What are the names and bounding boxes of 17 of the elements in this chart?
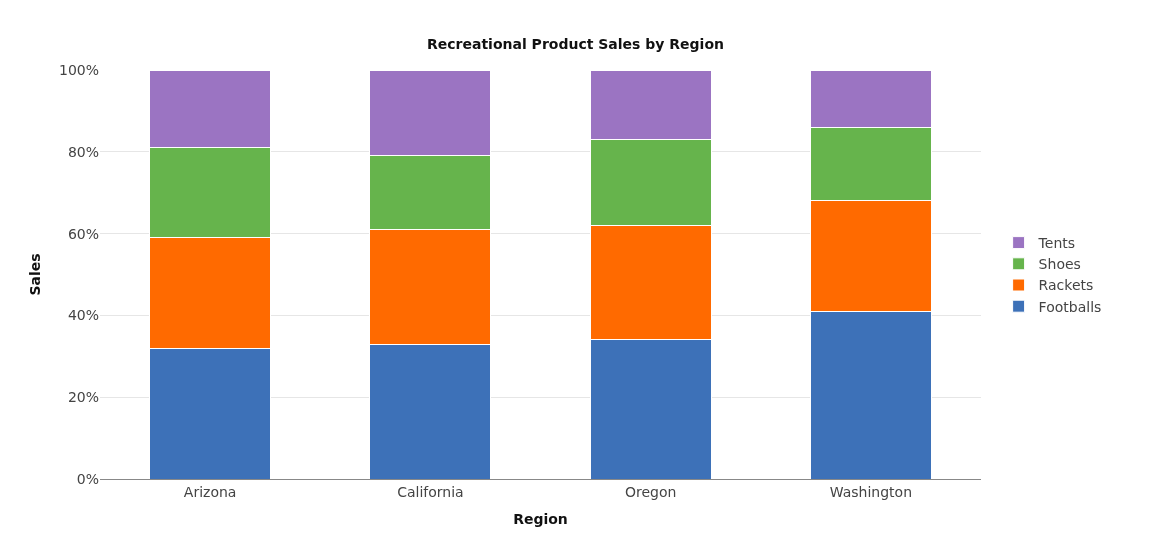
y-tick-label: 0% xyxy=(76,470,99,487)
x-tick-label: Washington xyxy=(829,483,913,500)
legend-label: Rackets xyxy=(1038,277,1094,294)
y-tick-label: 100% xyxy=(58,61,99,78)
x-tick-label: Arizona xyxy=(183,483,237,500)
legend-label: Shoes xyxy=(1038,256,1081,273)
y-tick-label: 40% xyxy=(67,307,99,324)
y-tick-label: 60% xyxy=(67,225,99,242)
x-tick-label: Oregon xyxy=(624,483,677,500)
legend-label: Tents xyxy=(1037,235,1076,252)
legend-label: Footballs xyxy=(1038,298,1102,315)
y-axis-title: Sales xyxy=(26,253,43,296)
x-axis-title: Region xyxy=(513,511,568,528)
chart-title: Recreational Product Sales by Region xyxy=(427,35,724,52)
y-tick-label: 80% xyxy=(67,143,99,160)
y-tick-label: 20% xyxy=(67,389,99,406)
x-tick-label: California xyxy=(397,483,464,500)
